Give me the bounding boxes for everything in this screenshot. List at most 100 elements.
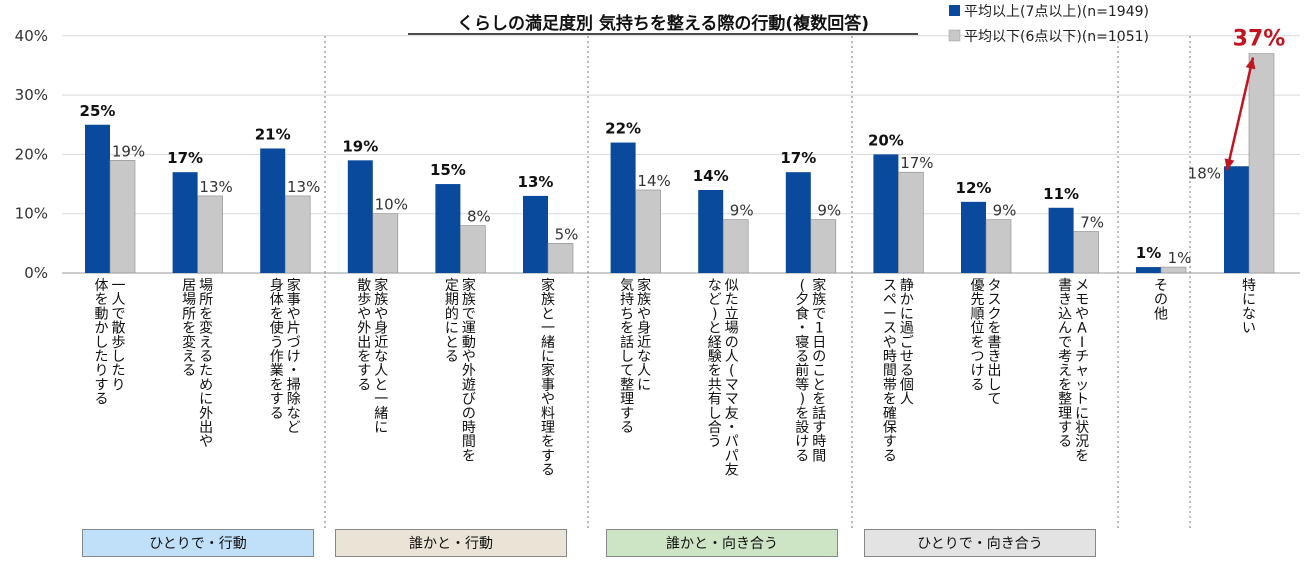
y-ticks: 0% 10% 20% 30% 40% xyxy=(15,27,48,282)
bar-below-average xyxy=(898,171,924,274)
value-label-below: 37% xyxy=(1233,27,1286,52)
bar-above-average xyxy=(435,184,461,273)
value-label-below: 9% xyxy=(993,202,1017,220)
bar-above-average xyxy=(1136,267,1161,273)
bar-below-average xyxy=(985,219,1012,274)
category-label: 似た立場の人(ママ友・パパ友 xyxy=(725,278,739,479)
bar-above-average xyxy=(85,124,110,273)
value-label-below: 1% xyxy=(1168,249,1192,267)
category-label: 家族と一緒に家事や料理をする xyxy=(541,277,555,479)
value-label-above: 20% xyxy=(868,131,904,149)
category-label: など)と経験を共有し合う xyxy=(708,278,722,450)
category-label: 一人で散歩したり xyxy=(112,278,126,393)
category-label: 書き込んで考えを整理する xyxy=(1058,278,1072,450)
highlight-arrow xyxy=(1224,57,1256,171)
legend-swatch-below xyxy=(948,29,961,42)
value-label-above: 19% xyxy=(342,137,378,155)
group-label-box: ひとりで・行動 xyxy=(82,529,314,557)
category-label: 居場所を変える xyxy=(182,278,196,379)
value-label-below: 9% xyxy=(730,202,754,220)
value-label-above: 13% xyxy=(518,173,554,191)
value-labels: 25% 19% 17% 13% 21% 13% 19% 10% 15% 8% 13% 5% 22% 14%… xyxy=(80,27,1286,267)
value-label-below: 9% xyxy=(817,202,841,220)
value-label-below: 17% xyxy=(900,154,933,172)
bar-above-average xyxy=(961,201,986,273)
group-label-box: 誰かと・行動 xyxy=(335,529,567,557)
bar-above-average xyxy=(347,160,373,273)
bar-above-average xyxy=(785,172,811,273)
value-label-above: 21% xyxy=(255,125,291,143)
value-label-above: 25% xyxy=(80,102,116,120)
value-label-above: 14% xyxy=(693,167,729,185)
arrow-head xyxy=(1224,158,1235,171)
bar-above-average xyxy=(873,154,899,273)
chart-title: くらしの満足度別 気持ちを整える際の行動(複数回答) xyxy=(457,13,869,34)
bar-below-average xyxy=(197,195,223,274)
y-tick-label: 10% xyxy=(15,205,48,223)
group-separators xyxy=(324,36,1191,530)
category-label: 定期的にとる xyxy=(445,278,459,365)
value-label-below: 13% xyxy=(199,178,232,196)
category-label: 家族で運動や外遊びの時間を xyxy=(462,277,476,464)
category-label: メモや A I チャットに状況を xyxy=(1075,278,1089,464)
bar-above-average xyxy=(698,189,724,273)
value-label-below: 7% xyxy=(1080,213,1104,231)
bar-below-average xyxy=(109,160,136,274)
category-label: 家事や片づけ・掃除など xyxy=(287,277,301,436)
category-label: 場所を変えるために外出や xyxy=(199,278,213,450)
bar-below-average xyxy=(1160,266,1187,274)
category-label: 優先順位をつける xyxy=(971,278,985,393)
bar-above-average xyxy=(610,142,636,273)
category-label: その他 xyxy=(1154,278,1168,322)
y-tick-label: 30% xyxy=(15,86,48,104)
value-label-above: 22% xyxy=(605,120,641,138)
bar-above-average xyxy=(172,172,198,273)
category-label: 体を動かしたりする xyxy=(95,278,109,408)
bar-below-average xyxy=(372,213,399,274)
bar-below-average xyxy=(635,189,661,274)
bars xyxy=(85,53,1275,274)
category-label: 特にない xyxy=(1242,278,1256,337)
bar-below-average xyxy=(284,195,311,274)
bar-above-average xyxy=(1048,207,1074,273)
legend-label-above: 平均以上(7点以上)(n=1949) xyxy=(964,4,1149,20)
value-label-above: 18% xyxy=(1188,164,1221,182)
category-label: 気持ちを話して整理する xyxy=(620,278,634,436)
legend-label-below: 平均以下(6点以下)(n=1051) xyxy=(964,29,1149,45)
value-label-above: 17% xyxy=(167,149,203,167)
bar-below-average xyxy=(1073,231,1099,274)
legend: 平均以上(7点以上)(n=1949) 平均以下(6点以下)(n=1051) xyxy=(948,4,1149,45)
value-label-above: 17% xyxy=(780,149,816,167)
y-tick-label: 0% xyxy=(24,264,48,282)
bar-below-average xyxy=(1248,53,1275,274)
arrow-head xyxy=(1245,57,1256,70)
bar-above-average xyxy=(260,148,286,273)
group-label-box: 誰かと・向き合う xyxy=(606,529,838,557)
y-tick-label: 40% xyxy=(15,27,48,45)
category-label: 静かに過ごせる個人 xyxy=(900,278,914,408)
category-label: タスクを書き出して xyxy=(988,278,1002,408)
category-label: 身体を使う作業をする xyxy=(270,278,284,422)
value-label-below: 10% xyxy=(375,196,408,214)
category-label: スペースや時間帯を確保する xyxy=(883,278,897,464)
value-label-below: 5% xyxy=(555,225,579,243)
category-label: 家族や身近な人に xyxy=(637,277,651,393)
group-label-box: ひとりで・向き合う xyxy=(864,529,1096,557)
category-label: 散歩や外出をする xyxy=(357,278,371,393)
bar-below-average xyxy=(547,243,574,274)
value-label-below: 13% xyxy=(287,178,320,196)
value-label-above: 12% xyxy=(956,179,992,197)
bar-above-average xyxy=(1224,166,1249,273)
category-label: 家族で 1 日のことを話す時間 xyxy=(812,277,826,464)
value-label-above: 1% xyxy=(1136,244,1161,262)
arrow-line xyxy=(1225,57,1255,171)
y-tick-label: 20% xyxy=(15,145,48,163)
category-label: 家族や身近な人と一緒に xyxy=(374,277,388,436)
bar-below-average xyxy=(460,225,486,274)
value-label-above: 15% xyxy=(430,161,466,179)
legend-swatch-above xyxy=(949,5,960,16)
bar-below-average xyxy=(810,219,837,274)
gridlines xyxy=(62,35,1300,274)
